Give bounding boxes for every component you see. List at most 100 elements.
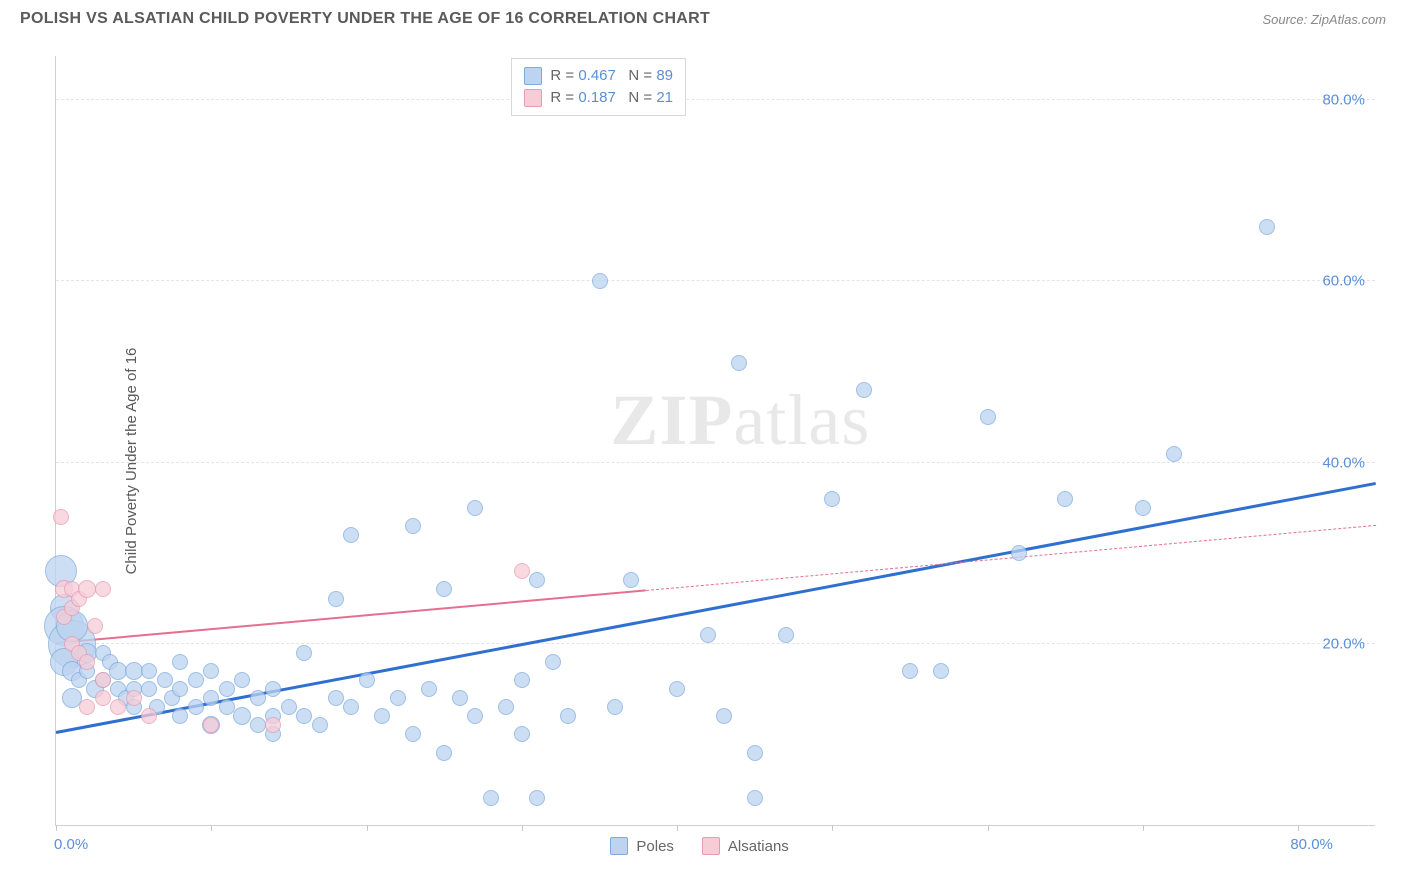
legend-swatch <box>610 837 628 855</box>
gridline <box>56 280 1375 281</box>
data-point-poles <box>265 681 281 697</box>
data-point-poles <box>747 745 763 761</box>
data-point-poles <box>141 663 157 679</box>
legend-swatch <box>702 837 720 855</box>
data-point-poles <box>328 591 344 607</box>
watermark: ZIPatlas <box>610 379 870 462</box>
data-point-alsatians <box>95 581 111 597</box>
legend-row-alsatians: R = 0.187 N = 21 <box>524 87 673 109</box>
data-point-poles <box>607 699 623 715</box>
chart-title: POLISH VS ALSATIAN CHILD POVERTY UNDER T… <box>20 10 710 28</box>
data-point-poles <box>203 690 219 706</box>
data-point-poles <box>219 699 235 715</box>
series-legend-label: Alsatians <box>728 838 789 855</box>
data-point-poles <box>747 790 763 806</box>
data-point-poles <box>343 699 359 715</box>
data-point-poles <box>172 708 188 724</box>
data-point-poles <box>902 663 918 679</box>
legend-row-poles: R = 0.467 N = 89 <box>524 65 673 87</box>
title-bar: POLISH VS ALSATIAN CHILD POVERTY UNDER T… <box>0 0 1406 36</box>
data-point-poles <box>188 699 204 715</box>
data-point-poles <box>1011 545 1027 561</box>
data-point-poles <box>933 663 949 679</box>
x-tick <box>211 825 212 831</box>
data-point-alsatians <box>79 699 95 715</box>
data-point-poles <box>328 690 344 706</box>
data-point-poles <box>343 527 359 543</box>
data-point-poles <box>545 654 561 670</box>
series-legend: Poles Alsatians <box>610 837 788 855</box>
data-point-poles <box>296 645 312 661</box>
data-point-poles <box>1166 446 1182 462</box>
data-point-alsatians <box>95 672 111 688</box>
x-tick <box>1298 825 1299 831</box>
data-point-poles <box>514 672 530 688</box>
data-point-poles <box>529 572 545 588</box>
x-tick-label: 80.0% <box>1290 836 1333 853</box>
series-legend-item-alsatians: Alsatians <box>702 837 789 855</box>
legend-stats: R = 0.187 N = 21 <box>550 87 673 109</box>
regression-line <box>646 525 1376 591</box>
y-tick-label: 20.0% <box>1322 635 1365 652</box>
x-tick <box>677 825 678 831</box>
data-point-poles <box>778 627 794 643</box>
x-tick <box>522 825 523 831</box>
data-point-alsatians <box>95 690 111 706</box>
gridline <box>56 462 1375 463</box>
data-point-alsatians <box>126 690 142 706</box>
data-point-poles <box>172 681 188 697</box>
data-point-poles <box>467 708 483 724</box>
data-point-alsatians <box>265 717 281 733</box>
data-point-poles <box>296 708 312 724</box>
data-point-poles <box>1135 500 1151 516</box>
series-legend-label: Poles <box>636 838 674 855</box>
data-point-poles <box>125 662 143 680</box>
gridline <box>56 99 1375 100</box>
data-point-poles <box>856 382 872 398</box>
y-tick-label: 60.0% <box>1322 273 1365 290</box>
data-point-poles <box>498 699 514 715</box>
data-point-poles <box>980 409 996 425</box>
data-point-poles <box>514 726 530 742</box>
x-tick <box>1143 825 1144 831</box>
x-tick <box>832 825 833 831</box>
data-point-poles <box>141 681 157 697</box>
data-point-poles <box>234 672 250 688</box>
data-point-poles <box>669 681 685 697</box>
legend-swatch <box>524 67 542 85</box>
correlation-legend: R = 0.467 N = 89R = 0.187 N = 21 <box>511 58 686 116</box>
data-point-poles <box>560 708 576 724</box>
data-point-poles <box>188 672 204 688</box>
data-point-alsatians <box>141 708 157 724</box>
x-tick-label: 0.0% <box>54 836 88 853</box>
data-point-poles <box>359 672 375 688</box>
data-point-poles <box>436 745 452 761</box>
data-point-poles <box>312 717 328 733</box>
data-point-poles <box>405 726 421 742</box>
data-point-poles <box>700 627 716 643</box>
data-point-poles <box>281 699 297 715</box>
data-point-poles <box>483 790 499 806</box>
data-point-poles <box>716 708 732 724</box>
data-point-poles <box>452 690 468 706</box>
data-point-poles <box>203 663 219 679</box>
x-tick <box>56 825 57 831</box>
data-point-alsatians <box>53 509 69 525</box>
data-point-poles <box>405 518 421 534</box>
data-point-poles <box>529 790 545 806</box>
data-point-poles <box>1057 491 1073 507</box>
x-tick <box>988 825 989 831</box>
y-tick-label: 80.0% <box>1322 92 1365 109</box>
data-point-poles <box>390 690 406 706</box>
data-point-poles <box>467 500 483 516</box>
x-tick <box>367 825 368 831</box>
source-label: Source: ZipAtlas.com <box>1262 12 1386 27</box>
data-point-alsatians <box>78 580 96 598</box>
gridline <box>56 643 1375 644</box>
data-point-poles <box>250 690 266 706</box>
data-point-poles <box>233 707 251 725</box>
plot-area: 20.0%40.0%60.0%80.0%0.0%80.0%ZIPatlasR =… <box>55 56 1375 826</box>
data-point-poles <box>824 491 840 507</box>
data-point-poles <box>157 672 173 688</box>
legend-stats: R = 0.467 N = 89 <box>550 65 673 87</box>
